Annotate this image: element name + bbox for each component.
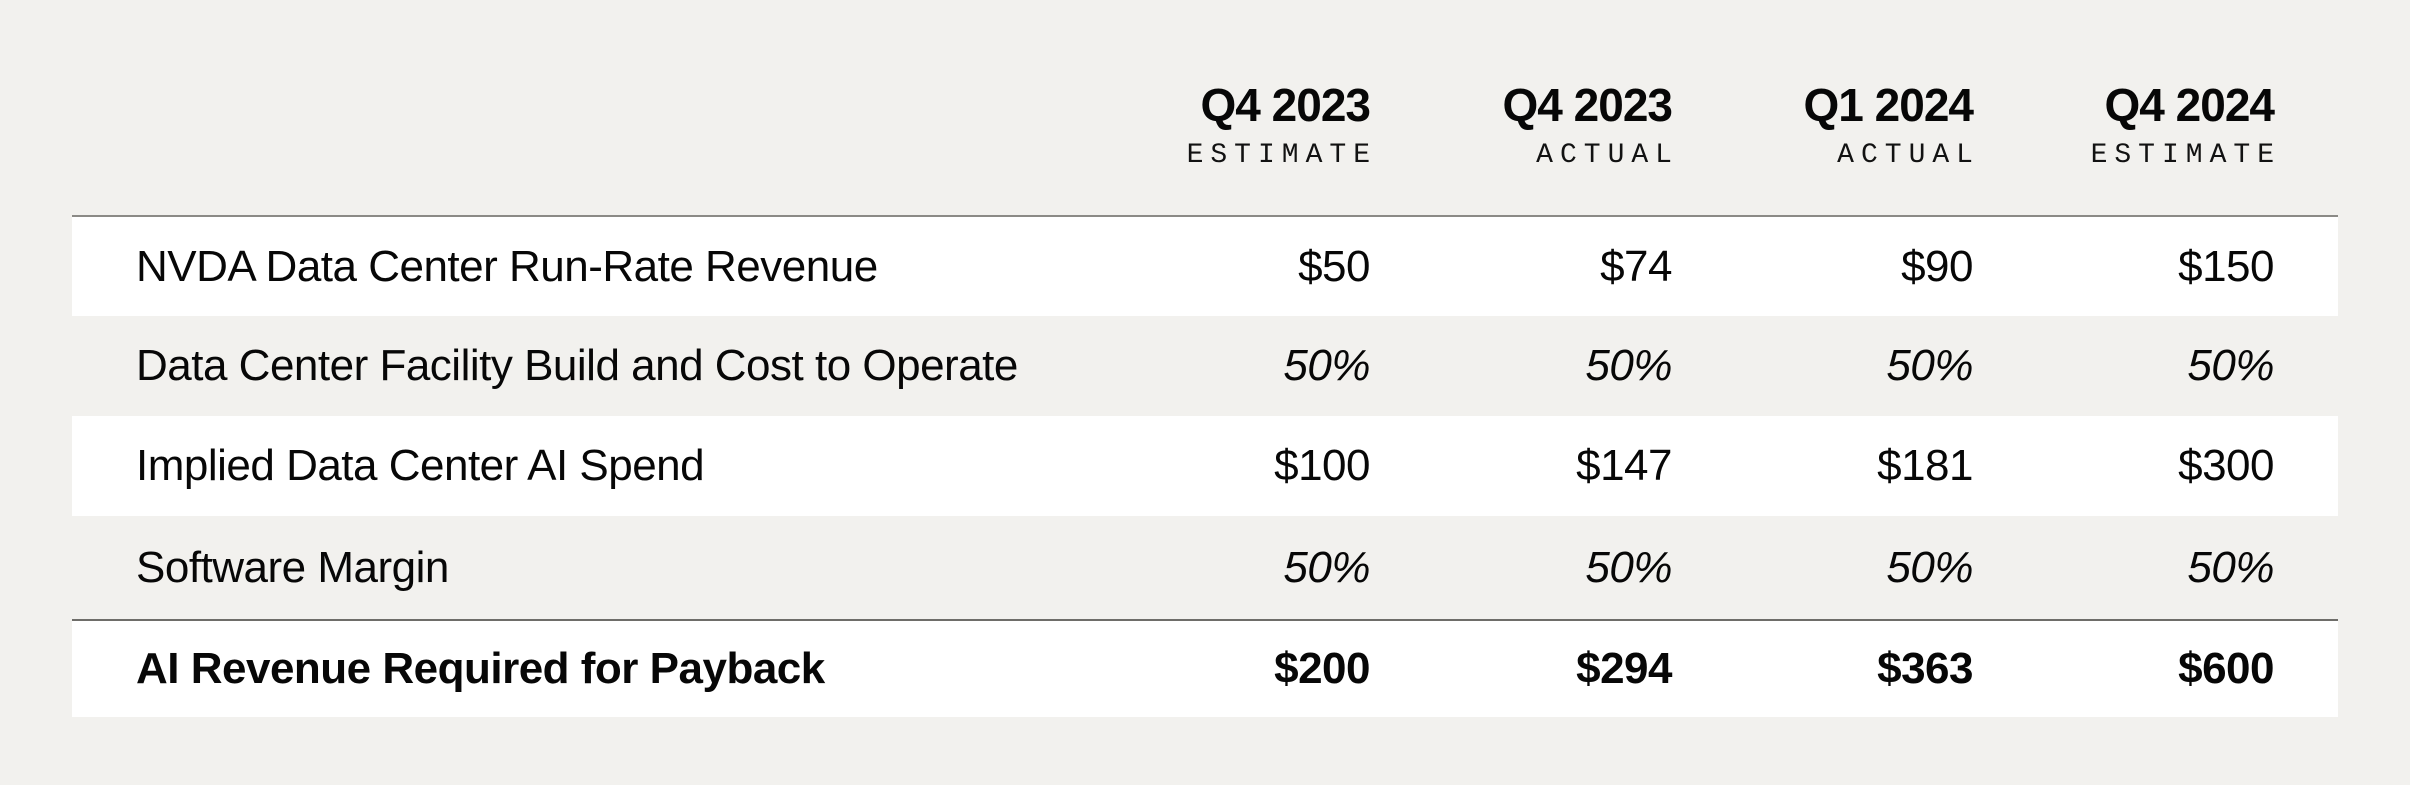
row-label: NVDA Data Center Run-Rate Revenue xyxy=(136,241,878,291)
row-value: 50% xyxy=(1283,341,1370,390)
column-type-label: ESTIMATE xyxy=(2090,140,2281,171)
table-row-nvda-run-rate-revenue: NVDA Data Center Run-Rate Revenue $50 $7… xyxy=(72,217,2338,316)
row-value: $181 xyxy=(1877,441,1973,490)
column-header-q1-2024-actual: Q1 2024 ACTUAL xyxy=(1672,40,1974,215)
row-value: $363 xyxy=(1877,644,1973,693)
row-value: 50% xyxy=(1886,341,1973,390)
row-value: $147 xyxy=(1576,441,1672,490)
row-value: 50% xyxy=(1283,542,1370,592)
row-value: 50% xyxy=(2187,341,2274,390)
row-label: AI Revenue Required for Payback xyxy=(136,644,825,693)
column-period-label: Q4 2024 xyxy=(2104,79,2275,131)
row-value: $200 xyxy=(1274,644,1370,693)
row-value: $50 xyxy=(1298,241,1370,291)
row-value: $74 xyxy=(1600,241,1672,291)
row-label: Software Margin xyxy=(136,542,449,592)
header-spacer xyxy=(136,40,1068,215)
column-type-label: ACTUAL xyxy=(1536,140,1679,171)
table-row-ai-revenue-payback-total: AI Revenue Required for Payback $200 $29… xyxy=(72,619,2338,717)
table-row-facility-build-cost: Data Center Facility Build and Cost to O… xyxy=(72,316,2338,416)
column-header-q4-2023-actual: Q4 2023 ACTUAL xyxy=(1370,40,1673,215)
column-period-label: Q4 2023 xyxy=(1502,79,1673,131)
row-label: Implied Data Center AI Spend xyxy=(136,441,705,490)
row-value: 50% xyxy=(1886,542,1973,592)
row-value: 50% xyxy=(1585,542,1672,592)
row-value: 50% xyxy=(1585,341,1672,390)
row-value: $100 xyxy=(1274,441,1370,490)
row-value: $294 xyxy=(1576,644,1672,693)
column-type-label: ESTIMATE xyxy=(1186,140,1377,171)
row-label: Data Center Facility Build and Cost to O… xyxy=(136,341,1018,390)
row-value: $600 xyxy=(2178,644,2274,693)
row-value: $300 xyxy=(2178,441,2274,490)
row-value: 50% xyxy=(2187,542,2274,592)
row-value: $90 xyxy=(1901,241,1973,291)
payback-table: Q4 2023 ESTIMATE Q4 2023 ACTUAL Q1 2024 … xyxy=(72,40,2338,717)
column-header-q4-2024-estimate: Q4 2024 ESTIMATE xyxy=(1973,40,2275,215)
column-period-label: Q4 2023 xyxy=(1200,79,1371,131)
table-row-implied-ai-spend: Implied Data Center AI Spend $100 $147 $… xyxy=(72,416,2338,516)
column-type-label: ACTUAL xyxy=(1837,140,1980,171)
column-period-label: Q1 2024 xyxy=(1803,79,1974,131)
table-header-row: Q4 2023 ESTIMATE Q4 2023 ACTUAL Q1 2024 … xyxy=(72,40,2338,217)
row-value: $150 xyxy=(2178,241,2274,291)
column-header-q4-2023-estimate: Q4 2023 ESTIMATE xyxy=(1068,40,1371,215)
table-row-software-margin: Software Margin 50% 50% 50% 50% xyxy=(72,516,2338,619)
